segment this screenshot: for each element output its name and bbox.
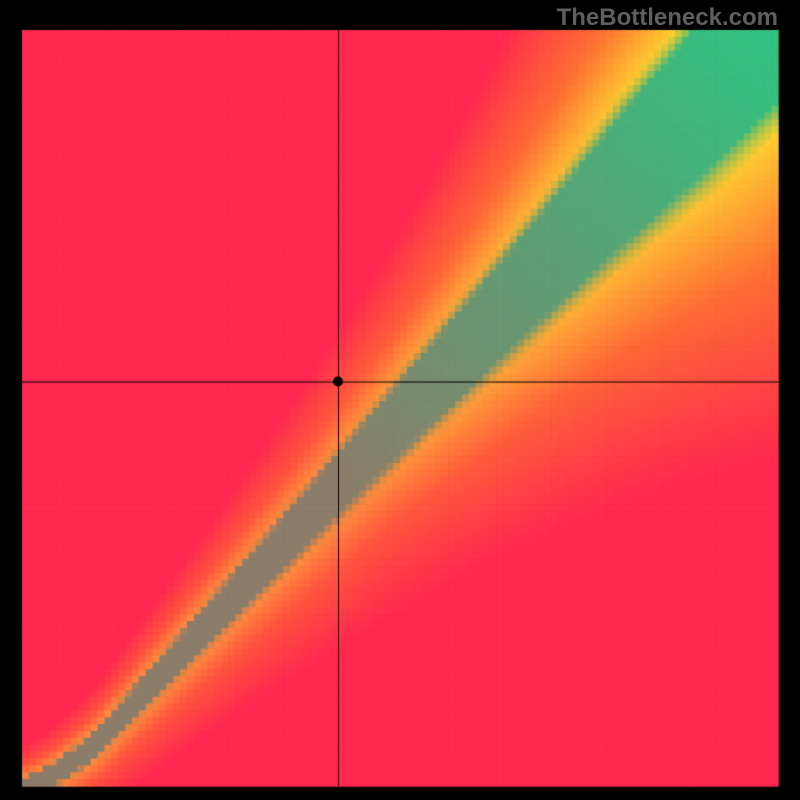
- watermark-text: TheBottleneck.com: [557, 4, 778, 32]
- chart-container: TheBottleneck.com: [0, 0, 800, 800]
- heatmap-canvas: [0, 0, 800, 800]
